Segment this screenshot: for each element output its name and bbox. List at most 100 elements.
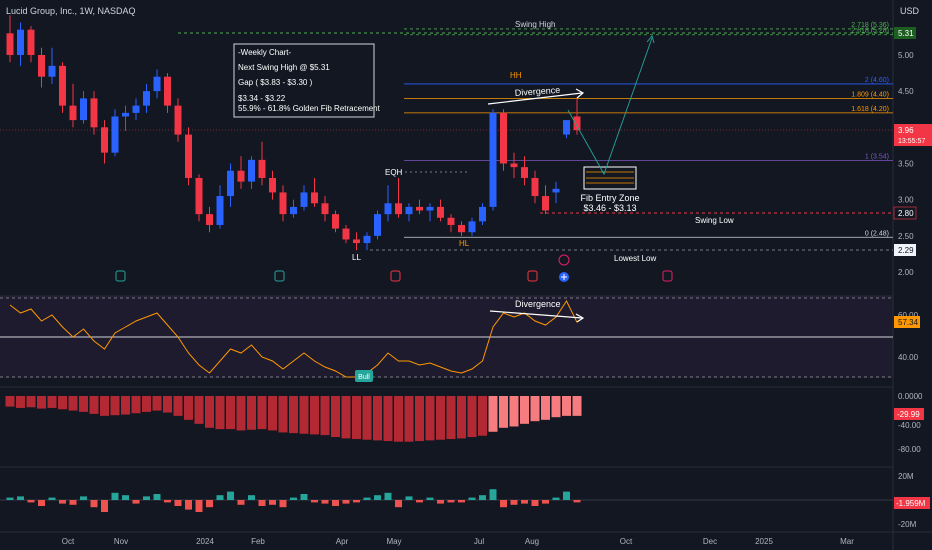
symbol-title[interactable]: Lucid Group, Inc., 1W, NASDAQ <box>6 6 136 16</box>
annotation-line-4: $3.34 - $3.22 <box>238 94 286 103</box>
candle-body[interactable] <box>342 228 350 240</box>
candle-body[interactable] <box>437 206 444 218</box>
candle-body[interactable] <box>80 98 87 121</box>
candle-body[interactable] <box>248 159 255 182</box>
candle-body[interactable] <box>405 206 413 215</box>
swing-low-tag-bg <box>893 206 917 220</box>
lowest-low-label: Lowest Low <box>614 254 656 263</box>
candle-body[interactable] <box>353 239 360 244</box>
candle-body[interactable] <box>363 235 371 244</box>
candle-body[interactable] <box>237 170 245 182</box>
macd-bar <box>215 396 225 430</box>
candle-body[interactable] <box>38 55 45 77</box>
candle-body[interactable] <box>164 76 171 106</box>
candle-body[interactable] <box>195 177 203 215</box>
candle-body[interactable] <box>468 221 476 233</box>
macd-bar <box>278 396 288 433</box>
candle-body[interactable] <box>153 76 161 92</box>
candle-body[interactable] <box>17 29 24 55</box>
candle-body[interactable] <box>101 127 108 153</box>
candle-body[interactable] <box>552 188 560 193</box>
candle-body[interactable] <box>269 177 276 193</box>
candle-body[interactable] <box>374 214 381 236</box>
time-axis-ticks[interactable]: Oct Nov 2024 Feb Apr May Jul Aug Oct Dec 2025 Mar <box>62 537 854 546</box>
macd-tick-80: -80.00 <box>898 445 921 454</box>
candle-body[interactable] <box>90 98 98 128</box>
macd-bar <box>289 396 298 434</box>
candle-body[interactable] <box>174 105 182 135</box>
price-tick: 2.50 <box>898 232 914 241</box>
macd-bar <box>436 396 445 440</box>
bull-badge <box>355 370 373 382</box>
volume-bar <box>248 495 255 500</box>
volume-bar <box>542 500 549 504</box>
volume-bar <box>90 500 98 508</box>
rsi-tag-bg <box>894 316 920 328</box>
candle-body[interactable] <box>416 206 423 211</box>
candle-body[interactable] <box>59 65 66 106</box>
candle-body[interactable] <box>258 159 266 178</box>
candle-body[interactable] <box>479 206 486 222</box>
event-markers[interactable] <box>115 254 673 282</box>
split-marker-icon[interactable] <box>558 254 570 266</box>
candle-body[interactable] <box>227 170 234 197</box>
candle-body[interactable] <box>321 203 329 215</box>
candle-body[interactable] <box>332 214 339 229</box>
candle-body[interactable] <box>122 112 129 117</box>
currency-label[interactable]: USD <box>900 6 920 16</box>
current-price-tag: 3.96 <box>898 126 914 135</box>
time-tick: Dec <box>703 537 717 546</box>
candle-body[interactable] <box>542 196 549 211</box>
swing-high-label: Swing High <box>515 20 555 29</box>
fib-label-2: 2 (4.60) <box>865 77 889 84</box>
candle-body[interactable] <box>489 112 497 207</box>
candle-body[interactable] <box>510 163 518 168</box>
candle-body[interactable] <box>6 33 14 55</box>
candles[interactable] <box>6 15 581 251</box>
candle-body[interactable] <box>531 177 539 197</box>
candle-body[interactable] <box>426 206 434 211</box>
fib-entry-zone[interactable]: Fib Entry Zone $3.46 - $3.13 <box>580 166 640 213</box>
candle-body[interactable] <box>111 116 119 153</box>
candle-body[interactable] <box>132 105 140 113</box>
volume-bar <box>426 497 434 500</box>
candle-body[interactable] <box>311 192 318 204</box>
candle-body[interactable] <box>384 203 392 215</box>
volume-bar <box>395 500 402 508</box>
candle-body[interactable] <box>206 214 213 225</box>
volume-tick-20m: 20M <box>898 472 914 481</box>
time-tick: Feb <box>251 537 265 546</box>
candle-body[interactable] <box>563 120 570 135</box>
volume-bar <box>6 497 14 500</box>
earnings-marker-4[interactable] <box>527 270 538 282</box>
earnings-marker-1[interactable] <box>115 270 126 282</box>
candle-body[interactable] <box>27 29 35 55</box>
volume-bar <box>563 491 570 500</box>
candle-body[interactable] <box>395 203 402 215</box>
candle-body[interactable] <box>143 91 150 106</box>
candle-body[interactable] <box>521 167 528 178</box>
volume-bar <box>174 500 182 506</box>
macd-bar <box>499 396 508 428</box>
candle-body[interactable] <box>458 224 465 233</box>
earnings-marker-5[interactable] <box>662 270 673 282</box>
volume-bar <box>552 497 560 500</box>
candle-body[interactable] <box>573 116 581 131</box>
macd-bar <box>562 396 571 416</box>
candle-body[interactable] <box>447 217 455 225</box>
candle-body[interactable] <box>279 192 287 215</box>
volume-bars <box>6 489 581 512</box>
candle-body[interactable] <box>300 192 308 207</box>
divergence-price-arrow <box>487 92 583 105</box>
candle-body[interactable] <box>216 196 224 225</box>
candle-body[interactable] <box>500 112 507 164</box>
candle-body[interactable] <box>69 105 77 121</box>
candle-body[interactable] <box>290 206 297 215</box>
annotation-box[interactable]: -Weekly Chart- Next Swing High @ $5.31 G… <box>233 43 381 118</box>
earnings-marker-3[interactable] <box>390 270 401 282</box>
earnings-marker-2[interactable] <box>274 270 285 282</box>
time-tick: Mar <box>840 537 854 546</box>
candle-body[interactable] <box>48 65 56 77</box>
candle-body[interactable] <box>185 134 192 178</box>
